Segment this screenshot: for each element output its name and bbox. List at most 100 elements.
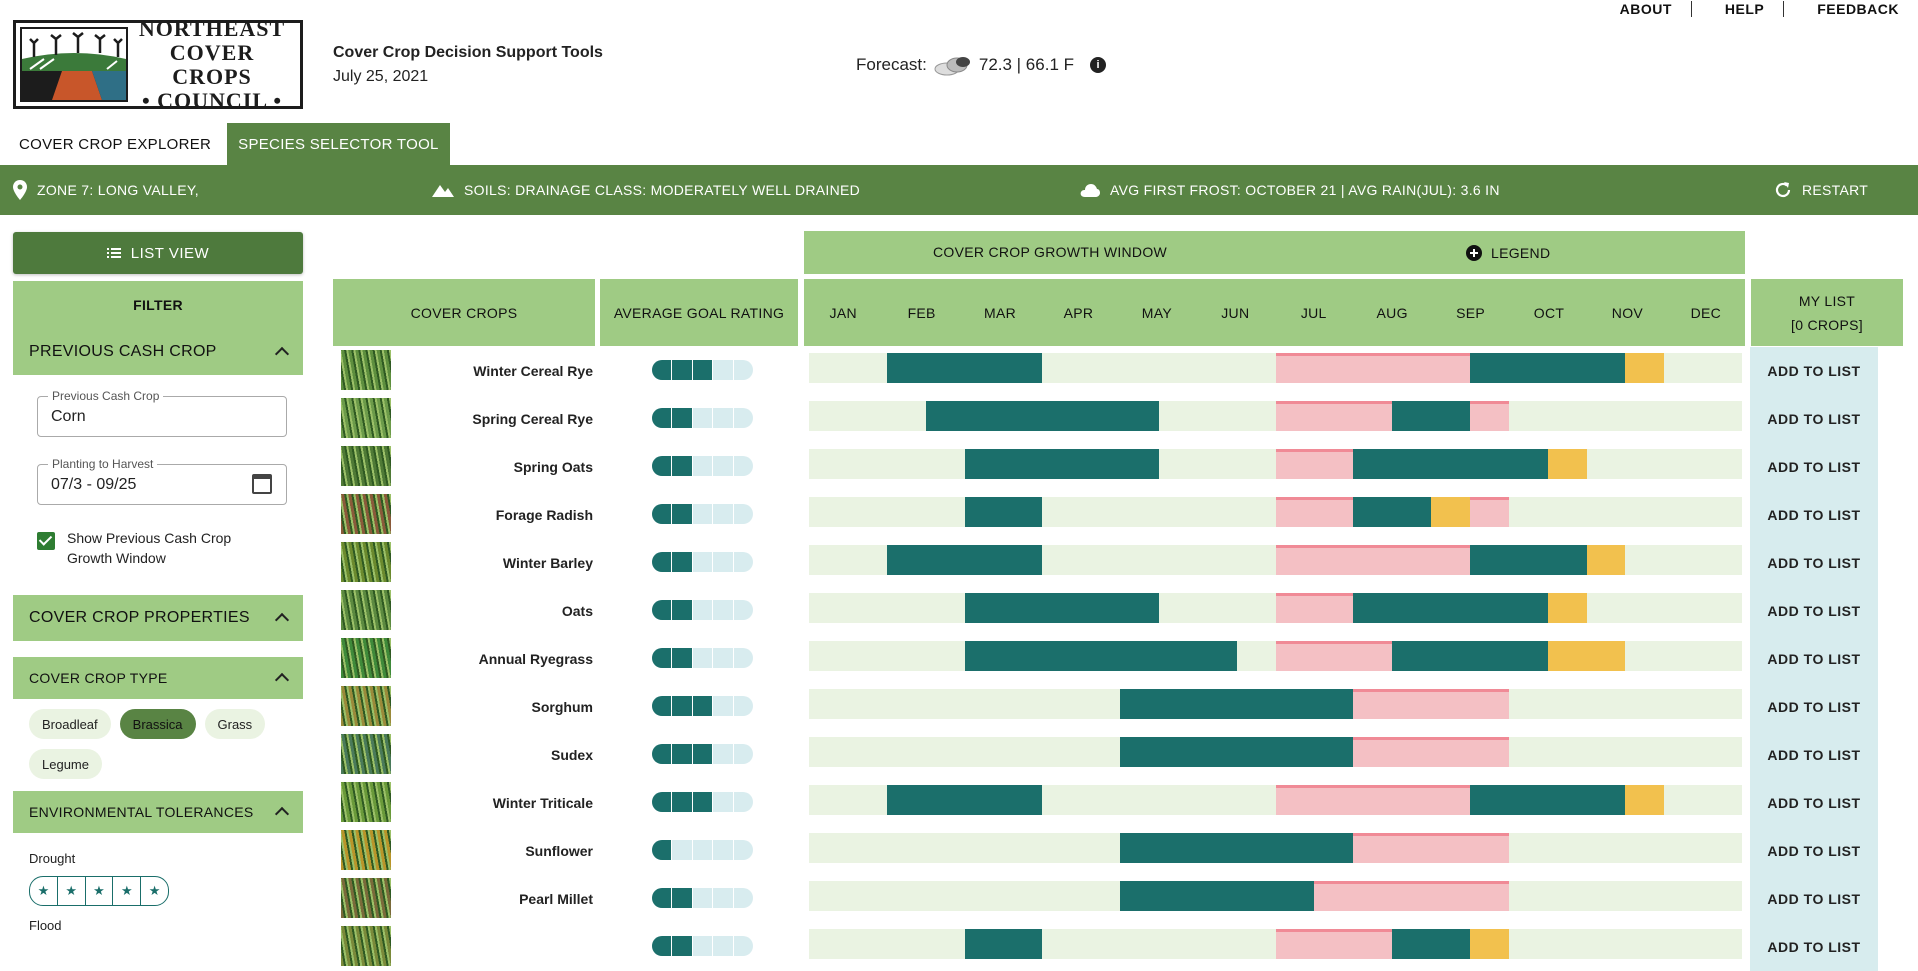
growth-timeline[interactable]: [809, 689, 1742, 719]
show-window-checkbox-row[interactable]: Show Previous Cash Crop Growth Window: [37, 528, 303, 568]
add-to-list-button[interactable]: ADD TO LIST: [1750, 635, 1878, 683]
growth-timeline[interactable]: [809, 737, 1742, 767]
crop-name[interactable]: Sorghum: [531, 699, 593, 715]
star-icon[interactable]: ★: [140, 877, 168, 905]
rating-segment: [671, 744, 692, 764]
logo[interactable]: NORTHEAST COVER CROPS • COUNCIL •: [13, 16, 303, 112]
star-icon[interactable]: ★: [112, 877, 140, 905]
growth-timeline[interactable]: [809, 641, 1742, 671]
crop-name[interactable]: [403, 923, 593, 971]
info-icon[interactable]: i: [1090, 57, 1107, 73]
add-to-list-button[interactable]: ADD TO LIST: [1750, 923, 1878, 971]
crop-thumbnail[interactable]: [341, 926, 391, 966]
list-view-button[interactable]: LIST VIEW: [13, 232, 303, 274]
growth-timeline[interactable]: [809, 785, 1742, 815]
growth-bar: [964, 497, 1043, 527]
rating-segment: [671, 936, 692, 956]
crop-name[interactable]: Pearl Millet: [519, 891, 593, 907]
growth-timeline[interactable]: [809, 353, 1742, 383]
planting-to-harvest-field[interactable]: Planting to Harvest 07/3 - 09/25: [37, 457, 287, 505]
col-header-cover-crops[interactable]: COVER CROPS: [333, 279, 595, 346]
drought-rating[interactable]: ★ ★ ★ ★ ★: [29, 876, 169, 906]
zone-info[interactable]: ZONE 7: LONG VALLEY,: [13, 165, 199, 215]
frost-rain-info[interactable]: AVG FIRST FROST: OCTOBER 21 | AVG RAIN(J…: [1080, 165, 1500, 215]
add-to-list-button[interactable]: ADD TO LIST: [1750, 539, 1878, 587]
crop-thumbnail[interactable]: [341, 878, 391, 918]
cover-crop-properties-accordion[interactable]: COVER CROP PROPERTIES: [13, 595, 303, 641]
legend-button[interactable]: LEGEND: [1466, 231, 1550, 274]
growth-timeline[interactable]: [809, 545, 1742, 575]
add-to-list-button[interactable]: ADD TO LIST: [1750, 443, 1878, 491]
add-to-list-button[interactable]: ADD TO LIST: [1750, 683, 1878, 731]
chip-brassica[interactable]: Brassica: [119, 709, 196, 739]
zone-text: ZONE 7: LONG VALLEY,: [37, 182, 199, 198]
crop-name[interactable]: Winter Cereal Rye: [473, 363, 593, 379]
previous-cash-crop-value: Corn: [51, 407, 86, 425]
star-icon[interactable]: ★: [84, 877, 113, 905]
cover-crop-type-accordion[interactable]: COVER CROP TYPE: [13, 657, 303, 699]
crop-thumbnail[interactable]: [341, 350, 391, 390]
growth-timeline[interactable]: [809, 929, 1742, 959]
rating-segment: [652, 696, 672, 716]
crop-thumbnail[interactable]: [341, 446, 391, 486]
growth-timeline[interactable]: [809, 497, 1742, 527]
crop-thumbnail[interactable]: [341, 494, 391, 534]
goal-rating-bar: [652, 936, 753, 956]
crop-name[interactable]: Sunflower: [525, 843, 593, 859]
crop-thumbnail[interactable]: [341, 638, 391, 678]
rating-segment: [691, 792, 713, 812]
add-to-list-button[interactable]: ADD TO LIST: [1750, 587, 1878, 635]
add-to-list-button[interactable]: ADD TO LIST: [1750, 347, 1878, 395]
rating-segment: [732, 696, 753, 716]
flowering-bar: [1625, 785, 1665, 815]
restart-button[interactable]: RESTART: [1774, 165, 1868, 215]
crop-thumbnail[interactable]: [341, 830, 391, 870]
growth-timeline[interactable]: [809, 881, 1742, 911]
chip-grass[interactable]: Grass: [204, 709, 266, 739]
tab-cover-crop-explorer[interactable]: COVER CROP EXPLORER: [19, 135, 212, 153]
crop-thumbnail[interactable]: [341, 734, 391, 774]
add-to-list-button[interactable]: ADD TO LIST: [1750, 779, 1878, 827]
previous-cash-crop-field[interactable]: Previous Cash Crop Corn: [37, 389, 287, 437]
calendar-icon[interactable]: [252, 474, 272, 494]
growth-bar: [1469, 545, 1587, 575]
nav-about[interactable]: ABOUT: [1619, 1, 1672, 17]
crop-name[interactable]: Oats: [561, 603, 593, 619]
crop-thumbnail[interactable]: [341, 782, 391, 822]
crop-name[interactable]: Forage Radish: [495, 507, 593, 523]
growth-timeline[interactable]: [809, 401, 1742, 431]
crop-name[interactable]: Sudex: [550, 747, 593, 763]
crop-thumbnail[interactable]: [341, 542, 391, 582]
previous-cash-crop-accordion[interactable]: PREVIOUS CASH CROP: [13, 329, 303, 375]
add-to-list-button[interactable]: ADD TO LIST: [1750, 875, 1878, 923]
chip-broadleaf[interactable]: Broadleaf: [29, 709, 111, 739]
col-header-goal-rating[interactable]: AVERAGE GOAL RATING: [600, 279, 798, 346]
crop-name[interactable]: Winter Barley: [502, 555, 593, 571]
growth-timeline[interactable]: [809, 449, 1742, 479]
chip-legume[interactable]: Legume: [29, 749, 102, 779]
nav-feedback[interactable]: FEEDBACK: [1783, 1, 1918, 17]
soils-info[interactable]: SOILS: DRAINAGE CLASS: MODERATELY WELL D…: [432, 165, 860, 215]
growth-timeline[interactable]: [809, 833, 1742, 863]
crop-name[interactable]: Spring Oats: [513, 459, 593, 475]
add-to-list-button[interactable]: ADD TO LIST: [1750, 395, 1878, 443]
growth-bar: [1353, 593, 1548, 623]
nav-help[interactable]: HELP: [1690, 1, 1783, 17]
add-to-list-button[interactable]: ADD TO LIST: [1750, 827, 1878, 875]
star-icon[interactable]: ★: [56, 877, 85, 905]
add-to-list-button[interactable]: ADD TO LIST: [1750, 491, 1878, 539]
environmental-tolerances-accordion[interactable]: ENVIRONMENTAL TOLERANCES: [13, 791, 303, 833]
crop-thumbnail[interactable]: [341, 398, 391, 438]
crop-name[interactable]: Winter Triticale: [492, 795, 593, 811]
tab-species-selector[interactable]: SPECIES SELECTOR TOOL: [227, 123, 450, 165]
add-to-list-button[interactable]: ADD TO LIST: [1750, 731, 1878, 779]
rating-segment: [691, 456, 712, 476]
show-window-checkbox[interactable]: [37, 532, 55, 550]
crop-thumbnail[interactable]: [341, 686, 391, 726]
growth-timeline[interactable]: [809, 593, 1742, 623]
star-icon[interactable]: ★: [37, 883, 50, 898]
crop-name[interactable]: Annual Ryegrass: [478, 651, 593, 667]
crop-name[interactable]: Spring Cereal Rye: [472, 411, 593, 427]
growth-bar: [886, 545, 1043, 575]
crop-thumbnail[interactable]: [341, 590, 391, 630]
